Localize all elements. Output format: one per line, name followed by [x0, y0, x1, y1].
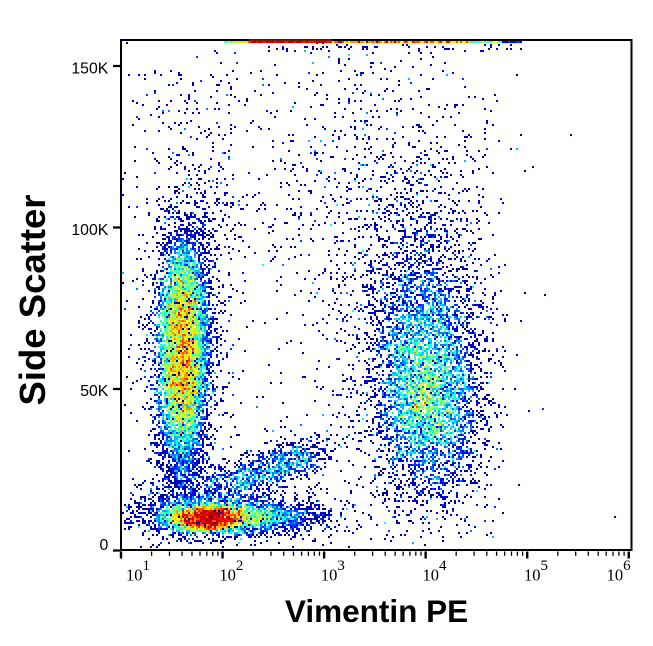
svg-text:100K: 100K [71, 222, 108, 239]
svg-text:0: 0 [100, 537, 109, 554]
svg-text:Side Scatter: Side Scatter [12, 195, 53, 406]
svg-text:150K: 150K [71, 60, 108, 77]
svg-text:Vimentin PE: Vimentin PE [285, 593, 468, 629]
svg-text:50K: 50K [80, 383, 109, 400]
